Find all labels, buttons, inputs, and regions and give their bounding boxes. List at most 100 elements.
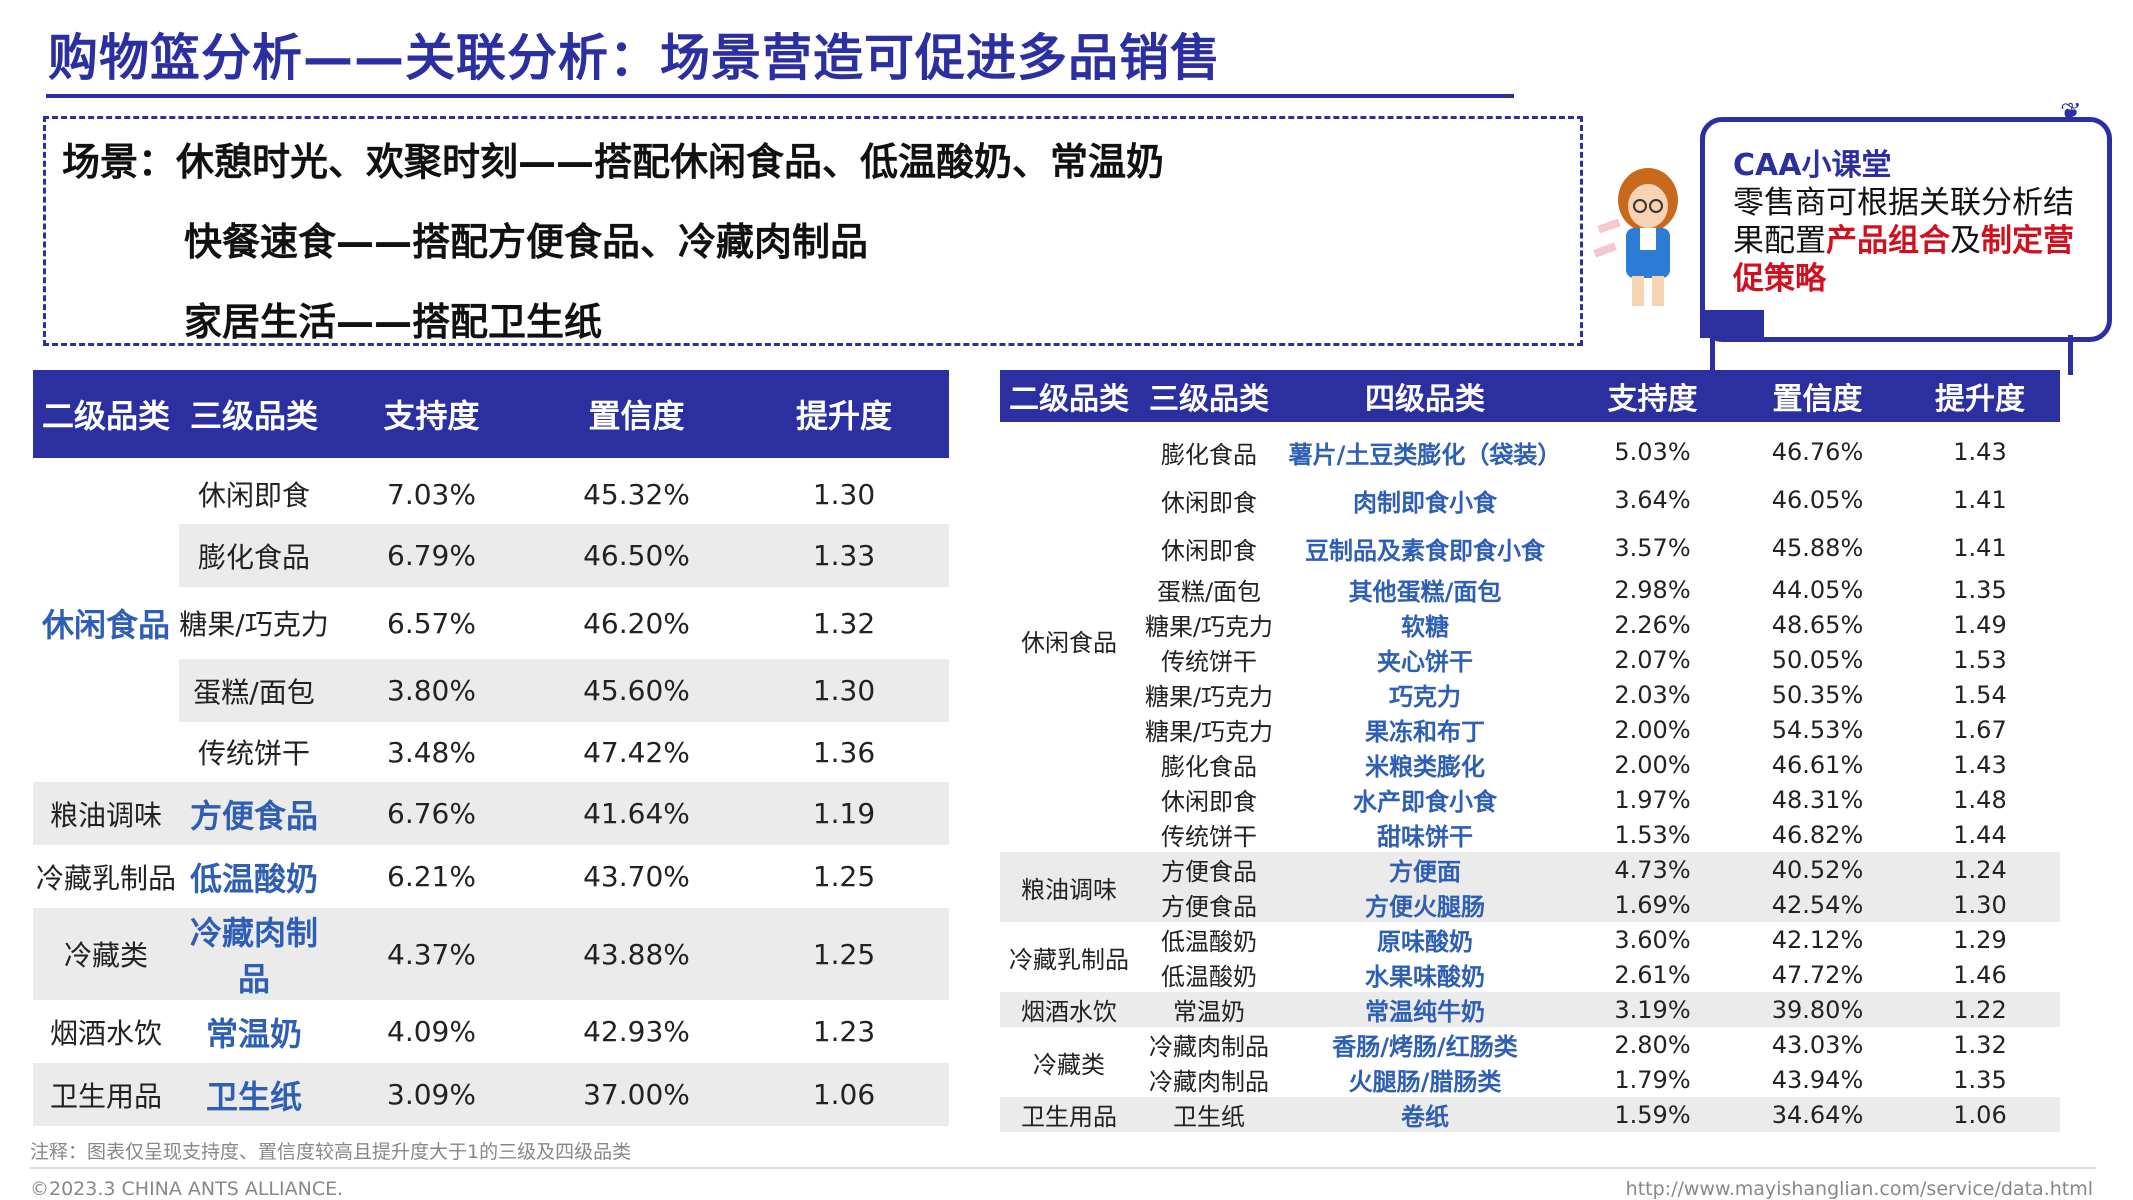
table-row: 休闲食品 休闲即食 7.03% 45.32% 1.30 <box>33 464 949 645</box>
category-l3-cell: 休闲即食 <box>1161 788 1257 816</box>
support-cell: 5.03% <box>1614 438 1691 466</box>
table-row: 蛋糕/面包 3.80% 45.60% 1.30 <box>33 659 949 722</box>
category-l3-cell: 卫生纸 <box>1138 1097 1280 1132</box>
category-l4-cell: 原味酸奶 <box>1377 928 1473 956</box>
copyright: ©2023.3 CHINA ANTS ALLIANCE. <box>30 1178 344 1200</box>
lift-cell: 1.36 <box>812 735 876 769</box>
lift-cell: 1.24 <box>1900 852 2060 887</box>
confidence-cell: 48.31% <box>1771 785 1864 814</box>
lift-cell: 1.32 <box>812 606 876 640</box>
confidence-cell: 45.32% <box>583 477 690 511</box>
table-row: 冷藏类 冷藏肉制品 4.37% 43.88% 1.25 <box>33 908 949 1000</box>
caa-highlight-1: 产品组合 <box>1826 223 1950 259</box>
confidence-cell: 43.88% <box>534 908 739 1000</box>
lift-cell: 1.22 <box>1900 992 2060 1027</box>
table-row: 膨化食品 6.79% 46.50% 1.33 <box>33 524 949 587</box>
category-l3-cell: 低温酸奶 <box>1161 963 1257 991</box>
category-l4-cell: 果冻和布丁 <box>1365 718 1485 746</box>
category-l4-cell: 方便火腿肠 <box>1280 887 1570 922</box>
support-cell: 3.80% <box>329 659 534 722</box>
support-cell: 3.19% <box>1570 992 1735 1027</box>
category-l3-cell: 糖果/巧克力 <box>179 608 329 641</box>
category-l4-cell: 方便面 <box>1280 852 1570 887</box>
confidence-cell: 43.03% <box>1771 1030 1864 1059</box>
category-l4-cell: 卷纸 <box>1280 1097 1570 1132</box>
category-l4-cell: 薯片/土豆类膨化（袋装） <box>1288 440 1562 469</box>
confidence-cell: 43.94% <box>1771 1065 1864 1094</box>
caa-title: CAA小课堂 <box>1733 148 1892 183</box>
lift-cell: 1.25 <box>812 860 876 893</box>
category-l2-cell: 休闲食品 <box>1021 628 1117 657</box>
category-l4-cell: 肉制即食小食 <box>1353 488 1497 517</box>
caa-text: 零售商可根据关联分析结果配置产品组合及制定营促策略 <box>1733 184 2103 298</box>
support-cell: 7.03% <box>387 477 476 511</box>
table-row: 膨化食品 米粮类膨化 2.00% 46.61% 1.43 <box>1000 747 2060 782</box>
col-header: 提升度 <box>1900 370 2060 422</box>
table-row: 低温酸奶 水果味酸奶 2.61% 47.72% 1.46 <box>1000 957 2060 992</box>
col-header: 四级品类 <box>1280 370 1570 422</box>
category-l3-cell: 传统饼干 <box>1161 648 1257 676</box>
confidence-cell: 50.05% <box>1771 645 1864 674</box>
lift-cell: 1.43 <box>1953 438 2007 466</box>
confidence-cell: 44.05% <box>1771 575 1864 604</box>
category-l4-cell: 常温纯牛奶 <box>1280 992 1570 1027</box>
confidence-cell: 41.64% <box>534 782 739 845</box>
category-l3-cell: 休闲即食 <box>197 479 310 512</box>
confidence-cell: 46.82% <box>1771 820 1864 849</box>
support-cell: 1.69% <box>1570 887 1735 922</box>
lift-cell: 1.48 <box>1953 785 2007 814</box>
category-l2-cell: 休闲食品 <box>41 606 170 644</box>
support-cell: 4.73% <box>1570 852 1735 887</box>
lift-cell: 1.35 <box>1953 1065 2007 1094</box>
lift-cell: 1.41 <box>1953 534 2007 562</box>
col-header: 支持度 <box>329 370 534 458</box>
support-cell: 4.37% <box>329 908 534 1000</box>
support-cell: 2.80% <box>1614 1030 1691 1059</box>
footer-divider <box>30 1167 2096 1169</box>
confidence-cell: 46.05% <box>1771 486 1864 514</box>
confidence-cell: 54.53% <box>1771 715 1864 744</box>
col-header: 支持度 <box>1570 370 1735 422</box>
lift-cell: 1.67 <box>1953 715 2007 744</box>
category-l3-cell: 低温酸奶 <box>189 859 318 898</box>
category-l3-cell: 低温酸奶 <box>1161 928 1257 956</box>
table-row: 冷藏乳制品 低温酸奶 6.21% 43.70% 1.25 <box>33 845 949 908</box>
caa-highlight-2: 制定营促策略 <box>1733 223 2074 297</box>
support-cell: 3.48% <box>387 735 476 769</box>
table-row: 糖果/巧克力 巧克力 2.03% 50.35% 1.54 <box>1000 677 2060 712</box>
category-l3-cell: 传统饼干 <box>197 737 310 770</box>
lift-cell: 1.41 <box>1953 486 2007 514</box>
confidence-cell: 43.70% <box>583 860 690 893</box>
support-cell: 1.97% <box>1614 785 1691 814</box>
level3-association-table: 二级品类 三级品类 支持度 置信度 提升度 休闲食品 休闲即食 7.03% 45.32… <box>33 370 949 1126</box>
category-l4-cell: 豆制品及素食即食小食 <box>1305 536 1545 565</box>
table-row: 糖果/巧克力 6.57% 46.20% 1.32 <box>33 587 949 659</box>
confidence-cell: 46.61% <box>1771 750 1864 779</box>
category-l3-cell: 糖果/巧克力 <box>1144 718 1274 746</box>
col-header: 置信度 <box>1735 370 1900 422</box>
category-l3-cell: 方便食品 <box>1138 852 1280 887</box>
lift-cell: 1.43 <box>1953 750 2007 779</box>
support-cell: 1.59% <box>1570 1097 1735 1132</box>
confidence-cell: 50.35% <box>1771 680 1864 709</box>
lift-cell: 1.06 <box>739 1063 949 1126</box>
category-l3-cell: 糖果/巧克力 <box>1144 683 1274 711</box>
lift-cell: 1.35 <box>1953 575 2007 604</box>
table-row: 方便食品 方便火腿肠 1.69% 42.54% 1.30 <box>1000 887 2060 922</box>
category-l3-cell: 休闲即食 <box>1161 488 1257 517</box>
source-url[interactable]: http://www.mayishanglian.com/service/dat… <box>1625 1178 2093 1200</box>
support-cell: 2.98% <box>1614 575 1691 604</box>
col-header: 提升度 <box>739 370 949 458</box>
category-l4-cell: 水果味酸奶 <box>1365 963 1485 991</box>
support-cell: 6.79% <box>329 524 534 587</box>
lift-cell: 1.44 <box>1953 820 2007 849</box>
category-l2-cell: 粮油调味 <box>1000 852 1138 922</box>
category-l4-cell: 火腿肠/腊肠类 <box>1348 1068 1502 1096</box>
support-cell: 2.00% <box>1614 715 1691 744</box>
table-row: 休闲食品 膨化食品 薯片/土豆类膨化（袋装） 5.03% 46.76% 1.43 <box>1000 428 2060 657</box>
footnote: 注释：图表仅呈现支持度、置信度较高且提升度大于1的三级及四级品类 <box>30 1141 632 1163</box>
category-l3-cell: 常温奶 <box>205 1014 302 1053</box>
table-row: 烟酒水饮 常温奶 常温纯牛奶 3.19% 39.80% 1.22 <box>1000 992 2060 1027</box>
category-l4-cell: 软糖 <box>1401 613 1449 641</box>
table-row: 蛋糕/面包 其他蛋糕/面包 2.98% 44.05% 1.35 <box>1000 572 2060 607</box>
